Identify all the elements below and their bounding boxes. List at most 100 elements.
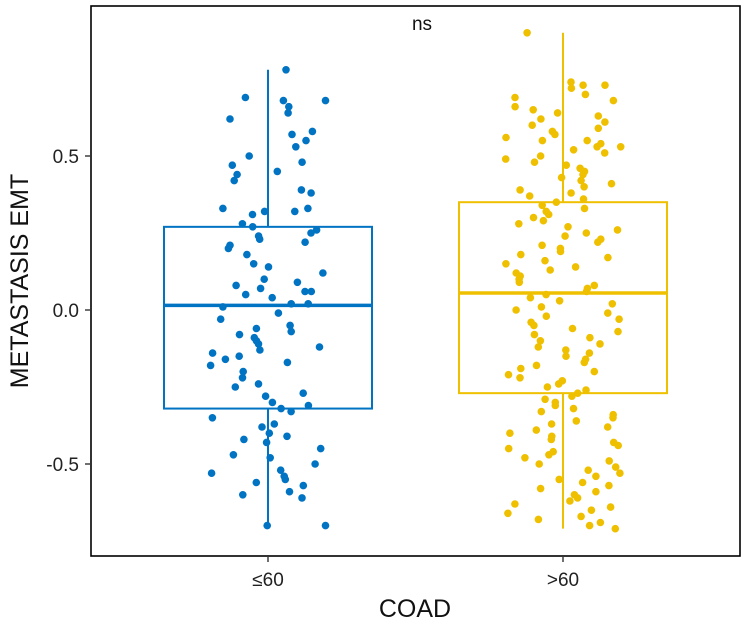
data-point [542,290,550,299]
data-point [571,263,580,271]
data-point [609,96,618,105]
data-point [568,324,577,333]
data-point [268,398,277,407]
data-point [555,475,563,484]
data-point [605,457,613,465]
data-point [279,96,288,105]
x-axis-title: COAD [379,595,451,623]
data-point [283,358,292,367]
data-point [239,367,247,376]
data-point [248,210,257,219]
data-point [534,515,543,524]
data-point [254,340,263,348]
data-point [281,475,290,484]
data-point [601,81,609,89]
significance-annotation: ns [412,14,432,35]
data-point [311,460,319,468]
data-point [282,66,290,74]
data-point [316,444,325,453]
data-point [516,374,524,382]
data-point [545,451,553,459]
data-point [501,155,510,163]
data-point [301,238,309,246]
data-point [594,124,603,133]
data-point [530,321,538,330]
data-point [243,250,251,259]
data-point [538,136,547,145]
data-point [568,392,576,401]
data-point [544,210,553,219]
data-point [285,102,293,111]
data-point [515,278,524,287]
data-point [283,432,291,441]
data-point [601,118,609,126]
data-point [307,189,315,197]
data-point [525,192,534,200]
data-point [308,127,317,136]
data-point [552,198,561,206]
data-point [536,337,545,345]
data-point [587,506,596,514]
data-point [604,253,612,262]
data-point [532,361,541,370]
data-point [585,521,594,530]
data-point [613,226,622,234]
data-point [555,297,564,305]
data-point [562,346,570,354]
data-point [229,451,238,459]
data-point [582,386,590,394]
data-point [321,96,330,105]
data-point [579,81,587,89]
data-point [319,269,327,277]
data-point [614,327,622,336]
data-point [611,463,620,471]
data-point [266,454,275,462]
data-point [254,380,263,388]
y-axis-title: METASTASIS EMT [6,174,34,388]
data-point [504,444,513,453]
data-point [572,417,581,425]
data-point [566,497,574,505]
data-point [304,401,313,410]
data-point [592,472,600,481]
data-point [219,204,227,213]
data-point [506,429,514,438]
data-point [208,414,217,422]
data-point [302,136,310,145]
data-point [304,300,313,308]
data-point [299,389,308,398]
data-point [556,247,565,256]
data-point [245,152,253,160]
y-axis: -0.5 0.0 0.5 [46,147,91,476]
data-point [536,484,545,493]
data-point [304,204,312,213]
data-point [551,401,560,410]
data-point [228,161,237,169]
data-point [307,229,315,237]
data-point [593,143,601,151]
data-point [274,309,283,317]
data-point [207,469,216,478]
data-point [270,420,279,428]
data-point [224,244,233,253]
data-point [240,435,248,444]
data-point [590,367,599,376]
data-point [231,383,240,391]
data-point [287,407,295,416]
data-point [594,112,603,120]
data-point [586,333,594,342]
y-tick-label: -0.5 [46,455,79,476]
data-point [264,263,273,271]
data-point [538,241,546,250]
data-point [573,389,582,398]
data-point [515,220,523,228]
data-point [226,115,234,123]
boxes-layer [163,32,668,529]
iqr-box [163,225,373,410]
data-point [287,327,296,336]
data-point [554,380,563,388]
data-point [256,346,264,354]
data-point [562,352,570,361]
data-point [534,343,543,351]
